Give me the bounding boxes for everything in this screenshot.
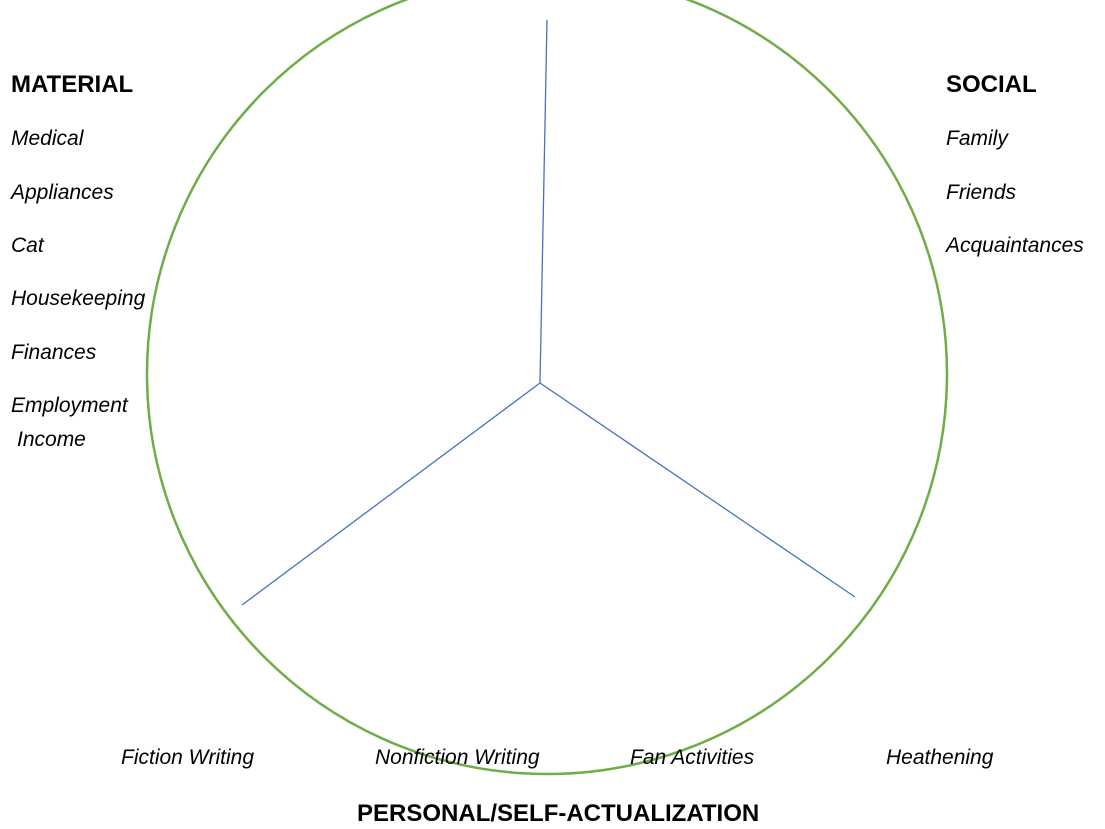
divider-top	[539, 19, 548, 384]
divider-lower-right	[539, 382, 856, 598]
material-item-appliances: Appliances	[11, 181, 114, 204]
personal-item-fiction-writing: Fiction Writing	[121, 746, 255, 769]
material-item-income: Income	[17, 428, 86, 451]
social-heading: SOCIAL	[946, 71, 1037, 98]
material-item-housekeeping: Housekeeping	[11, 287, 146, 310]
personal-item-fan-activities: Fan Activities	[630, 746, 755, 769]
social-item-family: Family	[946, 127, 1008, 150]
material-heading: MATERIAL	[11, 71, 134, 98]
life-areas-circle	[145, 0, 949, 776]
material-item-finances: Finances	[11, 341, 97, 364]
divider-lower-left	[241, 382, 541, 606]
personal-heading: PERSONAL/SELF-ACTUALIZATION	[357, 800, 760, 827]
material-item-cat: Cat	[11, 234, 44, 257]
social-item-acquaintances: Acquaintances	[946, 234, 1084, 257]
social-item-friends: Friends	[946, 181, 1017, 204]
personal-item-heathening: Heathening	[886, 746, 994, 769]
material-item-medical: Medical	[11, 127, 84, 150]
personal-item-nonfiction-writing: Nonfiction Writing	[375, 746, 540, 769]
material-item-employment: Employment	[11, 394, 128, 417]
